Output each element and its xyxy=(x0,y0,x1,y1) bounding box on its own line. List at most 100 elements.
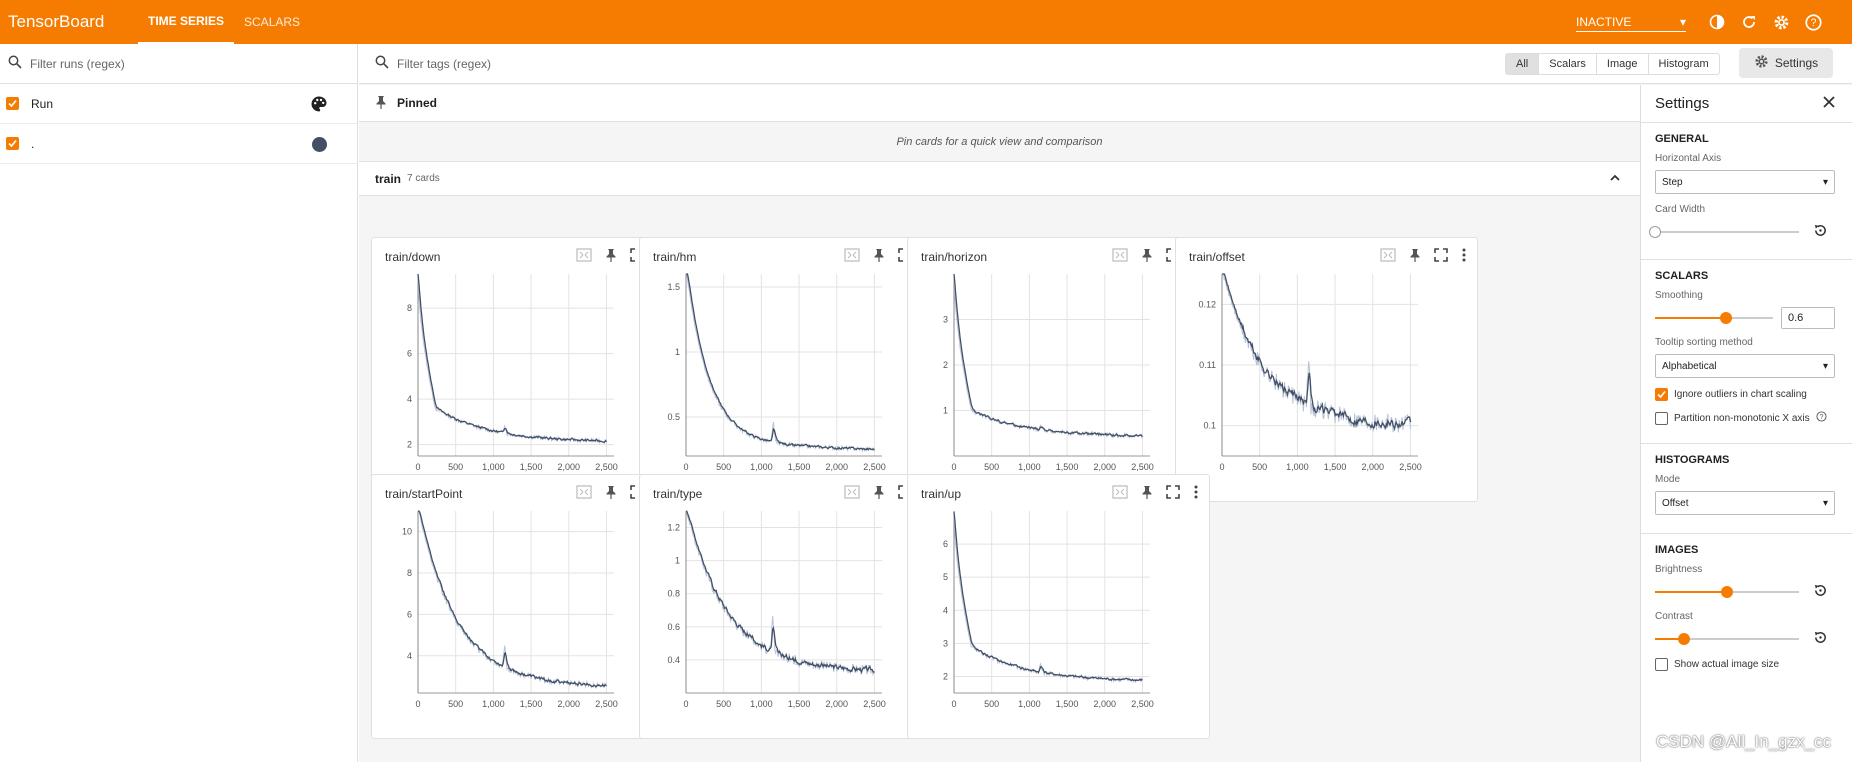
card-width-slider-row xyxy=(1649,221,1838,243)
card-group-header[interactable]: train 7 cards xyxy=(359,161,1640,196)
x-tick-label: 1,500 xyxy=(1324,462,1347,472)
help-icon[interactable]: ? xyxy=(1816,411,1827,425)
partition-label: Partition non-monotonic X axis xyxy=(1674,412,1810,424)
fit-domain-icon[interactable] xyxy=(576,248,592,265)
actual-size-checkbox[interactable] xyxy=(1655,658,1668,671)
close-icon[interactable] xyxy=(1822,95,1836,113)
run-checkbox[interactable] xyxy=(6,137,19,150)
brightness-slider[interactable] xyxy=(1655,586,1799,598)
reload-status-dropdown[interactable]: INACTIVE ▾ xyxy=(1576,13,1686,32)
settings-button[interactable]: Settings xyxy=(1739,48,1833,78)
filter-histogram-button[interactable]: Histogram xyxy=(1658,58,1709,70)
tags-filter-input[interactable]: Filter tags (regex) xyxy=(397,56,492,71)
reload-icon[interactable] xyxy=(1740,13,1758,31)
reset-icon[interactable] xyxy=(1813,223,1828,241)
y-tick-label: 3 xyxy=(943,315,948,325)
chevron-up-icon[interactable] xyxy=(1608,171,1622,188)
pin-icon[interactable] xyxy=(1409,248,1421,265)
y-tick-label: 0.12 xyxy=(1198,299,1216,309)
x-tick-label: 1,000 xyxy=(1286,462,1309,472)
horizontal-axis-select[interactable]: Step ▾ xyxy=(1655,170,1835,194)
fit-domain-icon[interactable] xyxy=(576,485,592,502)
smoothing-slider[interactable] xyxy=(1655,312,1773,324)
x-tick-label: 0 xyxy=(415,699,420,709)
slider-knob[interactable] xyxy=(1649,226,1661,238)
select-all-runs-checkbox[interactable] xyxy=(6,97,19,110)
fit-domain-icon[interactable] xyxy=(1112,485,1128,502)
gear-icon[interactable] xyxy=(1772,13,1790,31)
ignore-outliers-row[interactable]: Ignore outliers in chart scaling xyxy=(1655,388,1838,401)
histogram-mode-select[interactable]: Offset ▾ xyxy=(1655,491,1835,515)
runs-filter[interactable]: Filter runs (regex) xyxy=(0,44,357,84)
help-icon[interactable]: ? xyxy=(1804,13,1822,31)
scalar-card[interactable]: train/offset 0 500 1,000 1,500 2,000 2,500 0.1 0… xyxy=(1175,237,1478,502)
tab-scalars[interactable]: SCALARS xyxy=(244,15,301,29)
x-tick-label: 0 xyxy=(951,699,956,709)
pin-icon[interactable] xyxy=(605,248,617,265)
run-item[interactable]: . xyxy=(0,124,357,164)
fit-domain-icon[interactable] xyxy=(844,485,860,502)
runs-filter-input[interactable]: Filter runs (regex) xyxy=(30,56,125,71)
filter-scalars-button[interactable]: Scalars xyxy=(1539,54,1597,74)
line-chart[interactable]: 0 500 1,000 1,500 2,000 2,500 2 3 4 5 6 xyxy=(908,505,1211,733)
more-vert-icon[interactable] xyxy=(1461,248,1467,265)
tooltip-sort-select[interactable]: Alphabetical ▾ xyxy=(1655,354,1835,378)
y-tick-label: 2 xyxy=(943,671,948,681)
scalar-card[interactable]: train/startPoint 0 500 1,000 1,500 2,000 2,500… xyxy=(371,474,674,739)
fit-domain-icon[interactable] xyxy=(844,248,860,265)
line-chart[interactable]: 0 500 1,000 1,500 2,000 2,500 1 2 3 xyxy=(908,268,1211,496)
more-vert-icon[interactable] xyxy=(1193,485,1199,502)
line-chart[interactable]: 0 500 1,000 1,500 2,000 2,500 0.5 1 1.5 xyxy=(640,268,943,496)
y-tick-label: 1 xyxy=(675,556,680,566)
x-tick-label: 2,000 xyxy=(826,699,849,709)
pin-icon[interactable] xyxy=(1141,248,1153,265)
line-chart[interactable]: 0 500 1,000 1,500 2,000 2,500 2 4 6 8 xyxy=(372,268,675,496)
tooltip-sort-value: Alphabetical xyxy=(1662,360,1717,372)
slider-knob[interactable] xyxy=(1719,312,1732,324)
line-chart[interactable]: 0 500 1,000 1,500 2,000 2,500 0.1 0.11 0.12 xyxy=(1176,268,1479,496)
settings-title: Settings xyxy=(1655,95,1710,112)
fullscreen-icon[interactable] xyxy=(1166,485,1180,502)
tab-time-series[interactable]: TIME SERIES xyxy=(138,0,235,44)
pin-icon[interactable] xyxy=(873,248,885,265)
reset-icon[interactable] xyxy=(1813,630,1828,648)
pin-icon[interactable] xyxy=(873,485,885,502)
x-tick-label: 0 xyxy=(683,699,688,709)
scalar-card[interactable]: train/horizon 0 500 1,000 1,500 2,000 2,500 1 2 3 xyxy=(907,237,1210,502)
dark-mode-icon[interactable] xyxy=(1708,13,1726,31)
partition-row[interactable]: Partition non-monotonic X axis ? xyxy=(1655,411,1838,425)
scalar-card[interactable]: train/down 0 500 1,000 1,500 2,000 2,500 2 4 6 8 xyxy=(371,237,674,502)
x-tick-label: 2,000 xyxy=(558,699,581,709)
fit-domain-icon[interactable] xyxy=(1380,248,1396,265)
scalar-card[interactable]: train/type 0 500 1,000 1,500 2,000 2,500 0.4 0.6… xyxy=(639,474,942,739)
filter-image-button[interactable]: Image xyxy=(1597,54,1649,74)
series-raw-line xyxy=(417,273,607,445)
fit-domain-icon[interactable] xyxy=(1112,248,1128,265)
series-smoothed-line xyxy=(417,273,608,444)
palette-icon[interactable] xyxy=(310,95,328,116)
reset-icon[interactable] xyxy=(1813,583,1828,601)
run-color-swatch[interactable] xyxy=(312,137,327,152)
filter-all-button[interactable]: All xyxy=(1506,54,1540,74)
pin-icon[interactable] xyxy=(605,485,617,502)
chevron-down-icon: ▾ xyxy=(1822,360,1828,372)
y-tick-label: 6 xyxy=(943,539,948,549)
fullscreen-icon[interactable] xyxy=(1434,248,1448,265)
series-smoothed-line xyxy=(953,273,1143,438)
brand-title: TensorBoard xyxy=(8,12,105,31)
smoothing-input[interactable]: 0.6 xyxy=(1781,307,1835,329)
line-chart[interactable]: 0 500 1,000 1,500 2,000 2,500 4 6 8 10 xyxy=(372,505,675,733)
scalar-card[interactable]: train/up 0 500 1,000 1,500 2,000 2,500 2 3 4 5 6 xyxy=(907,474,1210,739)
x-tick-label: 500 xyxy=(716,699,731,709)
contrast-slider[interactable] xyxy=(1655,633,1799,645)
ignore-outliers-checkbox[interactable] xyxy=(1655,388,1668,401)
card-width-slider[interactable] xyxy=(1649,226,1799,238)
partition-checkbox[interactable] xyxy=(1655,411,1668,425)
actual-size-row[interactable]: Show actual image size xyxy=(1655,658,1838,671)
slider-knob[interactable] xyxy=(1677,633,1690,645)
line-chart[interactable]: 0 500 1,000 1,500 2,000 2,500 0.4 0.6 0.8 1 1.2 xyxy=(640,505,943,733)
slider-knob[interactable] xyxy=(1721,586,1733,598)
scalar-card[interactable]: train/hm 0 500 1,000 1,500 2,000 2,500 0.5 1 1.5 xyxy=(639,237,942,502)
x-tick-label: 2,000 xyxy=(1362,462,1385,472)
pin-icon[interactable] xyxy=(1141,485,1153,502)
